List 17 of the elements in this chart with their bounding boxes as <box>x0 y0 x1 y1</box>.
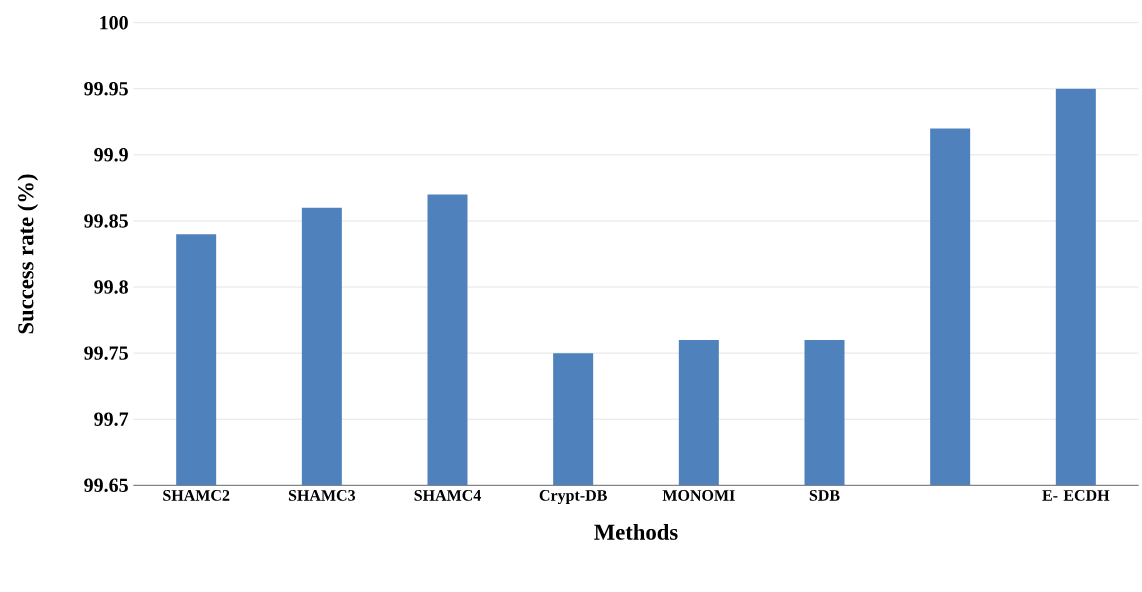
x-tick-label: E- ECDH <box>1042 490 1110 501</box>
x-axis-title: Methods <box>594 523 678 540</box>
x-tick-label: Crypt-DB <box>539 490 607 505</box>
y-tick-label: 99.7 <box>94 412 129 426</box>
y-tick-label: 99.65 <box>84 478 128 493</box>
y-tick-label: 99.8 <box>94 280 128 294</box>
y-tick-label: 99.85 <box>84 214 128 228</box>
x-tick-label: SHAMC2 <box>163 490 230 501</box>
x-tick-label: SHAMC4 <box>414 490 481 501</box>
x-tick-label: MONOMI <box>662 490 735 501</box>
x-tick-label: SHAMC3 <box>288 490 356 501</box>
y-axis-title: Success rate (%) <box>17 174 39 334</box>
y-tick-label: 99.9 <box>94 148 128 162</box>
y-tick-label: 100 <box>100 15 128 30</box>
x-tick-label: SDB <box>809 490 840 501</box>
y-tick-label: 99.95 <box>84 82 128 96</box>
y-tick-label: 99.75 <box>84 346 128 360</box>
